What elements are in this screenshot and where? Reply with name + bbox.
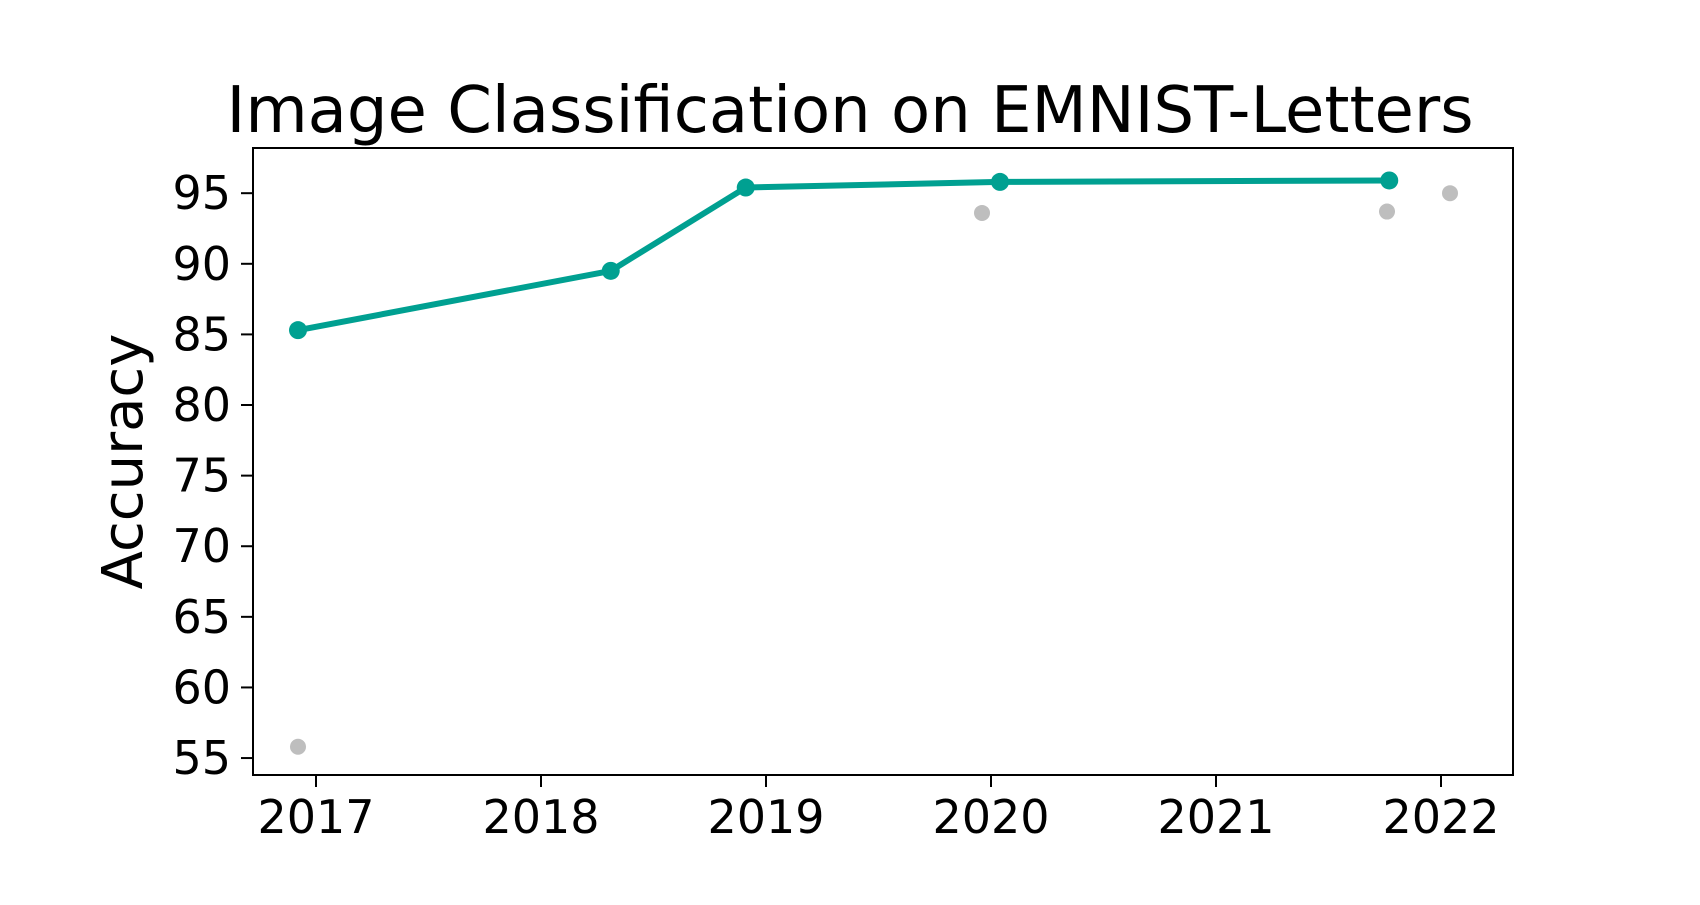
y-tick-label: 90 xyxy=(172,237,231,291)
x-tick-label: 2019 xyxy=(707,790,824,844)
y-tick-label: 70 xyxy=(172,519,231,573)
y-axis-label: Accuracy xyxy=(91,334,156,590)
other-point xyxy=(1379,203,1395,220)
y-tick-label: 60 xyxy=(172,660,231,714)
frontier-point xyxy=(991,172,1009,191)
y-tick-label: 55 xyxy=(172,731,231,785)
other-point xyxy=(1442,185,1458,202)
y-tick-label: 95 xyxy=(172,166,231,220)
y-tick-label: 65 xyxy=(172,590,231,644)
y-tick-label: 85 xyxy=(172,307,231,361)
plot-frame xyxy=(252,147,1514,776)
x-tick-label: 2018 xyxy=(482,790,599,844)
frontier-point xyxy=(601,261,620,280)
frontier-point xyxy=(1380,171,1399,190)
x-tick-label: 2017 xyxy=(257,790,374,844)
y-tick-label: 75 xyxy=(172,449,231,503)
other-point xyxy=(974,204,990,221)
frontier-line xyxy=(297,177,1390,334)
plot-marks xyxy=(289,171,1458,755)
chart-title: Image Classification on EMNIST-Letters xyxy=(226,74,1473,148)
x-tick-label: 2021 xyxy=(1157,790,1274,844)
x-tick-label: 2022 xyxy=(1382,790,1499,844)
y-tick-label: 80 xyxy=(172,378,231,432)
x-tick-label: 2020 xyxy=(932,790,1049,844)
other-point xyxy=(290,738,306,755)
frontier-point xyxy=(289,321,307,340)
frontier-point xyxy=(736,178,755,197)
axes: 2017 2018 2019 2020 2021 2022 55 60 65 70 75 80 85 90… xyxy=(172,166,1499,844)
